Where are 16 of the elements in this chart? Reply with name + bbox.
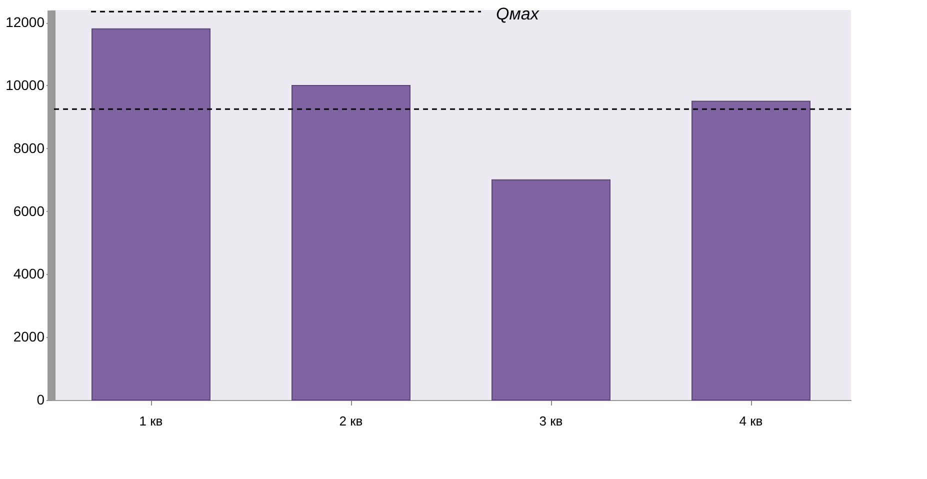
y-tick-label: 4000 (13, 266, 45, 282)
ref-line-label: Qмах (496, 4, 540, 24)
bar (92, 28, 210, 400)
y-tick-label: 0 (36, 392, 45, 408)
bar (292, 84, 410, 400)
x-tick-label: 1 кв (139, 414, 163, 428)
y-tick-label: 12000 (6, 14, 45, 30)
y-tick-label: 8000 (13, 140, 45, 156)
x-tick-label: 4 кв (739, 414, 763, 428)
y-tick-label: 10000 (6, 76, 45, 93)
y-tick-label: 2000 (13, 328, 45, 345)
x-tick-label: 3 кв (539, 414, 563, 428)
bar (692, 100, 810, 400)
x-tick-label: 2 кв (339, 414, 363, 428)
bar (492, 179, 610, 400)
y-tick-label: 6000 (13, 202, 45, 219)
